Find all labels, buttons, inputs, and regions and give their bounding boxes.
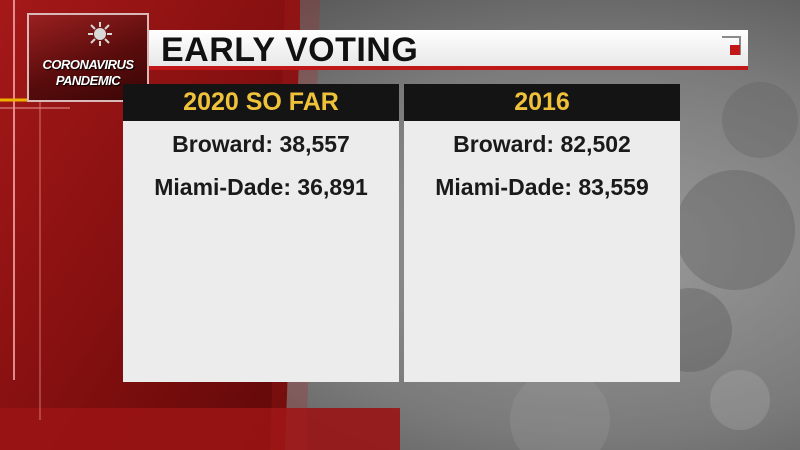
- miami-dade-count: Miami-Dade: 36,891: [154, 174, 368, 200]
- panel-header: 2016: [404, 84, 680, 121]
- logo-line-1: CORONAVIRUS: [42, 57, 134, 72]
- panel-2016: 2016 Broward: 82,502 Miami-Dade: 83,559: [404, 84, 680, 382]
- page-title: EARLY VOTING: [161, 31, 419, 69]
- miami-dade-count: Miami-Dade: 83,559: [435, 174, 649, 200]
- panel-header: 2020 SO FAR: [123, 84, 399, 121]
- logo-line-2: PANDEMIC: [55, 73, 121, 88]
- broward-count: Broward: 38,557: [172, 131, 350, 157]
- corner-bracket-icon: [722, 36, 741, 55]
- title-bar: EARLY VOTING: [149, 30, 748, 70]
- panel-2020: 2020 SO FAR Broward: 38,557 Miami-Dade: …: [123, 84, 399, 382]
- broward-count: Broward: 82,502: [453, 131, 631, 157]
- virus-icon: [88, 22, 112, 46]
